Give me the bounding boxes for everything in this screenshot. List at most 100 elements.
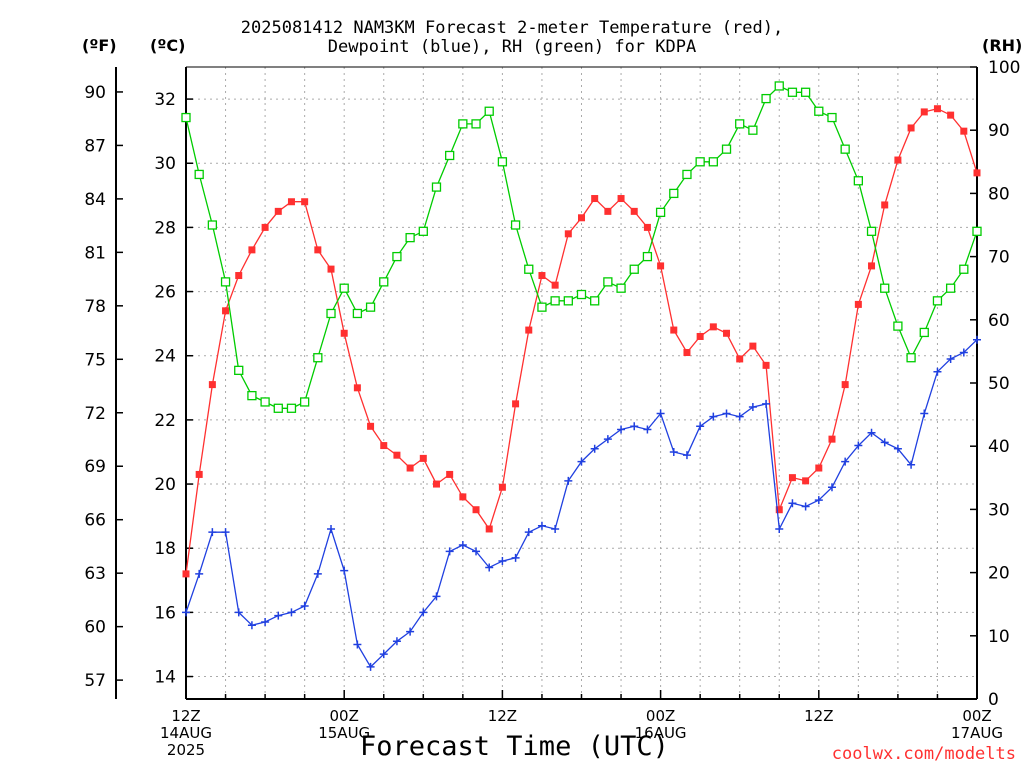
credit-text: coolwx.com/modelts bbox=[831, 744, 1016, 764]
rh-point bbox=[682, 169, 692, 180]
2-meter-temperature-point bbox=[815, 464, 823, 472]
rh-point bbox=[708, 157, 718, 167]
2-meter-temperature-point bbox=[802, 477, 810, 485]
rh-point bbox=[576, 289, 587, 300]
dewpoint-point bbox=[498, 557, 507, 566]
celsius-tick-label: 20 bbox=[154, 475, 176, 495]
2-meter-temperature-point bbox=[274, 207, 282, 215]
x-tick-label: 00Z bbox=[330, 707, 359, 725]
rh-point bbox=[365, 302, 376, 312]
2-meter-temperature-point bbox=[301, 198, 309, 206]
fahrenheit-tick-label: 57 bbox=[84, 671, 106, 691]
2-meter-temperature-point bbox=[578, 214, 585, 222]
dewpoint-point bbox=[841, 457, 850, 466]
dewpoint-point bbox=[893, 444, 902, 453]
rh-point bbox=[207, 220, 218, 230]
2-meter-temperature-point bbox=[327, 265, 335, 273]
fahrenheit-tick-label: 75 bbox=[84, 350, 106, 370]
2-meter-temperature-point bbox=[630, 207, 638, 215]
rh-point bbox=[326, 308, 336, 319]
dewpoint-point bbox=[933, 367, 942, 376]
rh-point bbox=[590, 296, 600, 306]
2-meter-temperature-point bbox=[696, 332, 704, 340]
rh-point bbox=[761, 93, 771, 104]
2-meter-temperature-point bbox=[828, 435, 836, 443]
rh-point bbox=[286, 403, 297, 413]
dewpoint-point bbox=[669, 447, 678, 456]
2-meter-temperature-point bbox=[657, 262, 665, 270]
rh-point bbox=[247, 390, 257, 401]
dewpoint-point bbox=[643, 425, 652, 434]
rh-point bbox=[379, 277, 389, 287]
rh-tick-label: 90 bbox=[988, 121, 1010, 141]
dewpoint-point bbox=[696, 422, 705, 431]
2-meter-temperature-point bbox=[604, 207, 612, 215]
rh-point bbox=[603, 277, 613, 287]
rh-tick-label: 0 bbox=[988, 690, 999, 710]
dewpoint-point bbox=[458, 541, 467, 550]
dewpoint-point bbox=[630, 422, 639, 431]
2-meter-temperature-point bbox=[868, 262, 876, 270]
rh-point bbox=[787, 87, 798, 97]
x-tick-label: 15AUG bbox=[318, 724, 370, 742]
chart-title: 2025081412 NAM3KM Forecast 2-meter Tempe… bbox=[240, 18, 784, 38]
dewpoint-point bbox=[366, 662, 375, 671]
dewpoint-point bbox=[445, 547, 454, 556]
rh-tick-label: 60 bbox=[988, 311, 1010, 331]
celsius-tick-label: 32 bbox=[154, 90, 176, 110]
dewpoint-point bbox=[551, 524, 560, 533]
rh-point bbox=[695, 157, 705, 167]
2-meter-temperature-point bbox=[538, 272, 546, 280]
x-tick-label: 12Z bbox=[488, 707, 517, 725]
dewpoint-point bbox=[537, 521, 546, 530]
dewpoint-point bbox=[379, 650, 388, 659]
rh-point bbox=[418, 226, 428, 236]
dewpoint-point bbox=[920, 409, 929, 418]
dewpoint-point bbox=[221, 528, 230, 537]
rh-point bbox=[313, 353, 323, 363]
dewpoint-point bbox=[353, 640, 362, 649]
dewpoint-point bbox=[208, 528, 217, 537]
2-meter-temperature-point bbox=[235, 272, 243, 280]
rh-point bbox=[299, 397, 310, 407]
dewpoint-point bbox=[261, 618, 270, 627]
dewpoint-point bbox=[274, 611, 283, 620]
2-meter-temperature-point bbox=[775, 506, 783, 514]
rh-point bbox=[880, 283, 890, 293]
rh-point bbox=[959, 264, 969, 274]
rh-point bbox=[181, 112, 191, 123]
dewpoint-point bbox=[617, 425, 626, 434]
rh-unit-label: (RH) bbox=[982, 36, 1023, 55]
chart-subtitle: Dewpoint (blue), RH (green) for KDPA bbox=[327, 37, 697, 57]
dewpoint-point bbox=[682, 451, 691, 460]
dewpoint-point bbox=[340, 566, 349, 575]
rh-point bbox=[537, 302, 547, 312]
dewpoint-point bbox=[287, 608, 296, 617]
2-meter-temperature-point bbox=[591, 195, 599, 203]
rh-point bbox=[234, 365, 244, 376]
celsius-tick-label: 26 bbox=[154, 283, 176, 303]
2-meter-temperature-point bbox=[248, 246, 256, 254]
2-meter-temperature-point bbox=[261, 223, 269, 231]
dewpoint-point bbox=[511, 553, 520, 562]
rh-point bbox=[932, 296, 943, 306]
dewpoint-point bbox=[432, 592, 441, 601]
rh-point bbox=[392, 251, 402, 262]
rh-point bbox=[405, 232, 415, 243]
2-meter-temperature-point bbox=[564, 230, 572, 238]
rh-point bbox=[721, 144, 732, 154]
dewpoint-point bbox=[959, 348, 968, 357]
rh-point bbox=[616, 283, 626, 293]
rh-point bbox=[497, 157, 508, 167]
rh-point bbox=[972, 226, 982, 236]
2-meter-temperature-point bbox=[459, 493, 467, 501]
rh-point bbox=[220, 277, 231, 287]
celsius-tick-label: 30 bbox=[154, 154, 176, 174]
2-meter-temperature-point bbox=[432, 480, 440, 488]
dewpoint-point bbox=[709, 412, 718, 421]
celsius-tick-label: 24 bbox=[154, 347, 176, 367]
2-meter-temperature-point bbox=[393, 451, 401, 459]
fahrenheit-unit-label: (ºF) bbox=[82, 36, 117, 55]
2-meter-temperature-point bbox=[643, 223, 651, 231]
rh-point bbox=[853, 176, 863, 186]
